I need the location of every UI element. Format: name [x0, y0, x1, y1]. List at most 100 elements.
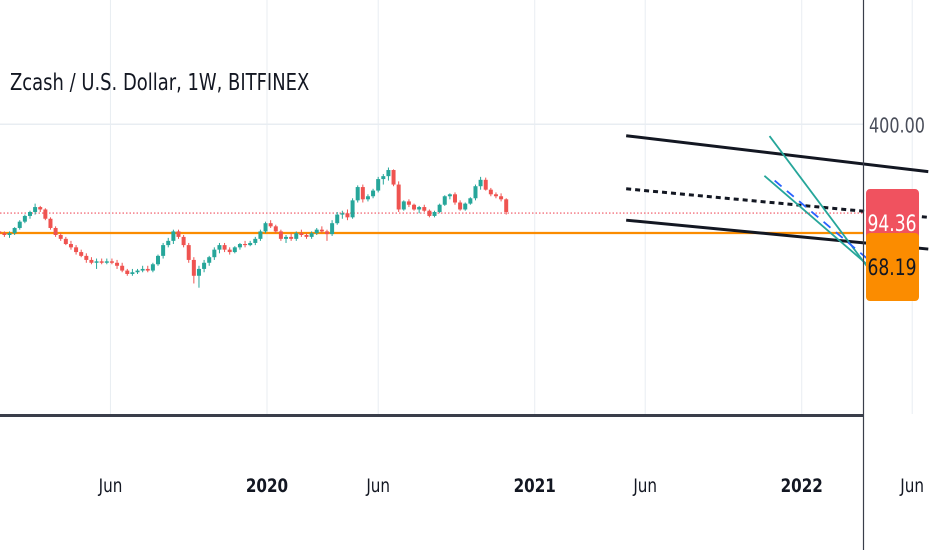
- candle-body-95: [483, 179, 488, 190]
- candle-body-3: [12, 227, 17, 234]
- candle-body-9: [43, 209, 48, 219]
- candle-body-7: [33, 207, 38, 212]
- candle-body-17: [84, 255, 89, 260]
- candle-body-87: [442, 196, 447, 205]
- candle-body-93: [473, 186, 478, 199]
- x-tick-label-1: 2020: [246, 475, 288, 497]
- candle-body-36: [181, 236, 186, 246]
- candle-body-20: [99, 261, 104, 263]
- candle-body-54: [273, 226, 278, 232]
- candle-body-84: [427, 210, 432, 216]
- grid: [0, 0, 913, 414]
- candle-body-18: [89, 259, 94, 263]
- x-tick-label-4: Jun: [632, 475, 657, 497]
- candle-body-48: [243, 244, 248, 246]
- candle-body-43: [217, 245, 222, 250]
- candle-body-37: [186, 245, 191, 260]
- channel-upper-trendline: [625, 134, 929, 174]
- candle-body-2: [7, 233, 12, 236]
- candle-body-66: [335, 214, 340, 224]
- candle-body-13: [63, 238, 68, 245]
- candle-body-83: [422, 207, 427, 211]
- candle-body-40: [202, 262, 207, 269]
- candle-body-85: [432, 211, 437, 216]
- candle-body-68: [345, 213, 350, 218]
- candles: [0, 167, 509, 288]
- candle-body-16: [79, 252, 84, 256]
- candle-body-73: [371, 190, 376, 197]
- y-tick-label-0: 400.00: [869, 115, 925, 138]
- candle-body-82: [417, 207, 422, 210]
- x-tick-label-0: Jun: [98, 475, 123, 497]
- candle-body-92: [468, 198, 473, 204]
- candle-body-71: [360, 187, 365, 200]
- candle-body-38: [191, 259, 196, 276]
- candle-body-79: [401, 201, 406, 210]
- candle-body-89: [452, 194, 457, 203]
- candle-body-34: [171, 231, 176, 241]
- candle-body-98: [499, 196, 504, 200]
- price-labels: 94.36 68.19: [866, 189, 919, 301]
- candle-body-70: [355, 187, 360, 201]
- candle-body-57: [289, 236, 294, 239]
- candle-body-14: [68, 244, 73, 248]
- candle-body-86: [437, 204, 442, 212]
- candle-body-77: [391, 170, 396, 185]
- candle-body-50: [253, 238, 258, 243]
- candle-body-65: [330, 223, 335, 235]
- candle-body-41: [207, 257, 212, 263]
- candle-body-53: [268, 223, 273, 227]
- candle-body-1: [2, 233, 7, 236]
- candle-body-29: [145, 268, 150, 271]
- candle-body-24: [120, 265, 125, 271]
- candle-body-51: [258, 231, 263, 239]
- candle-body-94: [478, 179, 483, 187]
- candle-body-46: [232, 247, 237, 253]
- candle-body-47: [237, 244, 242, 248]
- candle-body-67: [340, 213, 345, 215]
- price-axis[interactable]: 400.00: [869, 115, 925, 138]
- candle-body-45: [227, 249, 232, 253]
- price-label-text-1: 68.19: [867, 255, 916, 281]
- candle-body-21: [104, 261, 109, 263]
- x-tick-label-6: Jun: [899, 475, 924, 497]
- price-label-text-0: 94.36: [867, 211, 916, 237]
- candle-body-6: [27, 211, 32, 216]
- candle-body-63: [319, 229, 324, 232]
- price-label-badge-1: [866, 233, 919, 301]
- candle-body-19: [94, 261, 99, 263]
- candle-body-12: [58, 235, 63, 239]
- chart-bottom-border: [0, 414, 863, 417]
- candle-body-23: [115, 262, 120, 266]
- candle-body-91: [463, 203, 468, 210]
- candle-body-10: [48, 218, 53, 228]
- candle-body-28: [140, 268, 145, 271]
- candle-body-27: [135, 270, 140, 273]
- candle-body-76: [386, 170, 391, 177]
- candle-body-30: [150, 264, 155, 271]
- x-tick-label-5: 2022: [781, 475, 823, 497]
- candle-body-96: [488, 189, 493, 195]
- candle-body-22: [109, 261, 114, 263]
- candle-body-4: [17, 221, 22, 228]
- candle-body-49: [248, 242, 253, 246]
- candle-body-74: [376, 179, 381, 191]
- candle-body-5: [22, 215, 27, 222]
- candle-body-80: [406, 201, 411, 205]
- candle-body-33: [166, 240, 171, 246]
- candle-body-88: [447, 194, 452, 197]
- x-tick-label-2: Jun: [365, 475, 390, 497]
- candle-body-99: [504, 199, 509, 212]
- candle-body-78: [396, 184, 401, 210]
- candle-body-39: [196, 268, 201, 276]
- time-axis[interactable]: Jun 2020 Jun 2021 Jun 2022 Jun: [98, 475, 924, 497]
- candle-body-69: [350, 200, 355, 218]
- candle-body-90: [458, 202, 463, 210]
- candle-body-60: [304, 235, 309, 237]
- candle-body-42: [212, 249, 217, 258]
- candle-body-64: [324, 231, 329, 235]
- candle-body-11: [53, 227, 58, 236]
- x-tick-label-3: 2021: [514, 475, 556, 497]
- candle-body-81: [412, 204, 417, 210]
